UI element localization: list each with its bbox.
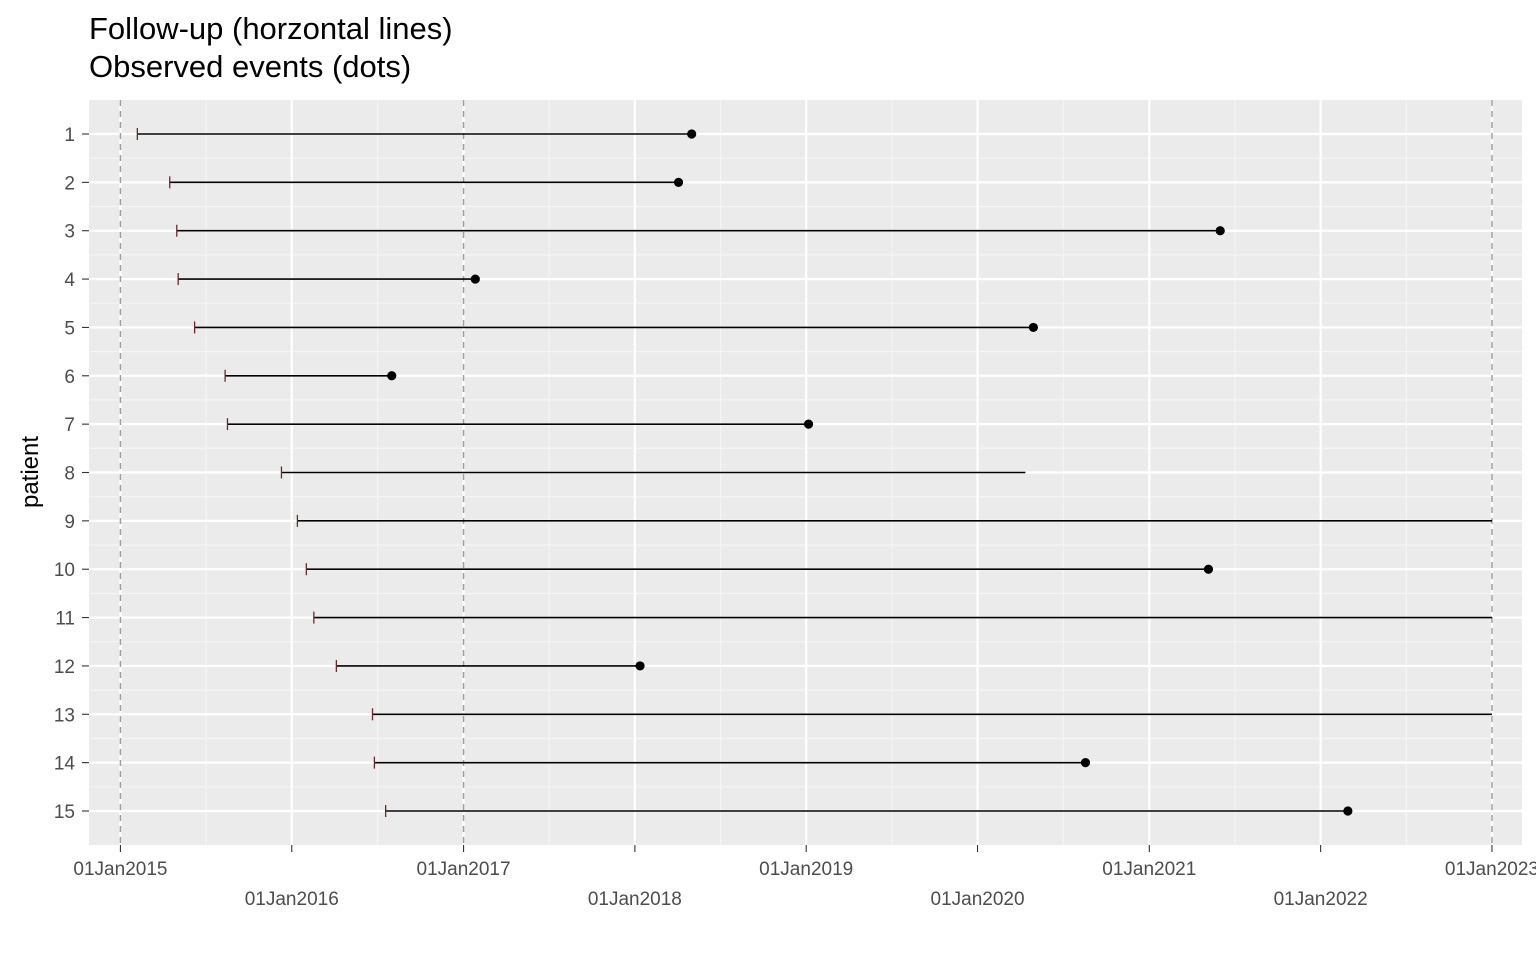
y-tick-label: 14 <box>54 754 76 775</box>
y-tick-label: 8 <box>64 464 75 485</box>
event-dot <box>1215 226 1225 236</box>
event-dot <box>803 419 814 429</box>
axis-labels: 01Jan2015 01Jan2016 01Jan2017 01Jan2018 01Ja… <box>54 125 1536 910</box>
x-tick-label: 01Jan2018 <box>588 889 682 910</box>
event-dot <box>687 129 697 139</box>
x-tick-label: 01Jan2020 <box>931 889 1025 910</box>
y-tick-label: 3 <box>64 222 75 243</box>
y-tick-label: 15 <box>54 802 75 823</box>
x-tick-label: 01Jan2022 <box>1274 889 1368 910</box>
y-tick-label: 12 <box>54 657 75 678</box>
y-tick-label: 2 <box>64 173 75 194</box>
x-tick-label: 01Jan2023 <box>1445 859 1536 880</box>
axis-ticks <box>82 133 1493 852</box>
event-dot <box>1028 322 1038 333</box>
reference-lines <box>119 100 1493 845</box>
y-tick-label: 13 <box>54 705 75 726</box>
y-tick-label: 11 <box>55 609 75 630</box>
y-tick-label: 5 <box>64 318 75 339</box>
event-dot <box>1203 564 1214 574</box>
event-dot <box>1343 806 1353 816</box>
follow-up-segments <box>136 128 1492 817</box>
y-tick-label: 10 <box>54 560 75 581</box>
x-tick-label: 01Jan2015 <box>73 859 167 880</box>
event-dot <box>635 661 645 671</box>
x-tick-label: 01Jan2016 <box>245 889 339 910</box>
y-tick-label: 9 <box>64 512 75 533</box>
y-tick-label: 4 <box>64 270 75 291</box>
y-tick-label: 1 <box>64 125 75 146</box>
y-tick-label: 6 <box>64 367 75 388</box>
y-axis-title: patient <box>17 436 44 508</box>
chart-title-line-1: Follow-up (horzontal lines) <box>89 11 453 46</box>
x-tick-label: 01Jan2019 <box>759 859 853 880</box>
x-tick-label: 01Jan2017 <box>417 859 511 880</box>
chart-title-line-2: Observed events (dots) <box>89 49 412 84</box>
x-tick-label: 01Jan2021 <box>1102 859 1196 880</box>
event-dot <box>470 274 480 284</box>
event-dot <box>387 371 397 381</box>
y-tick-label: 7 <box>64 415 75 436</box>
event-dot <box>673 177 684 187</box>
event-dot <box>1080 758 1091 768</box>
